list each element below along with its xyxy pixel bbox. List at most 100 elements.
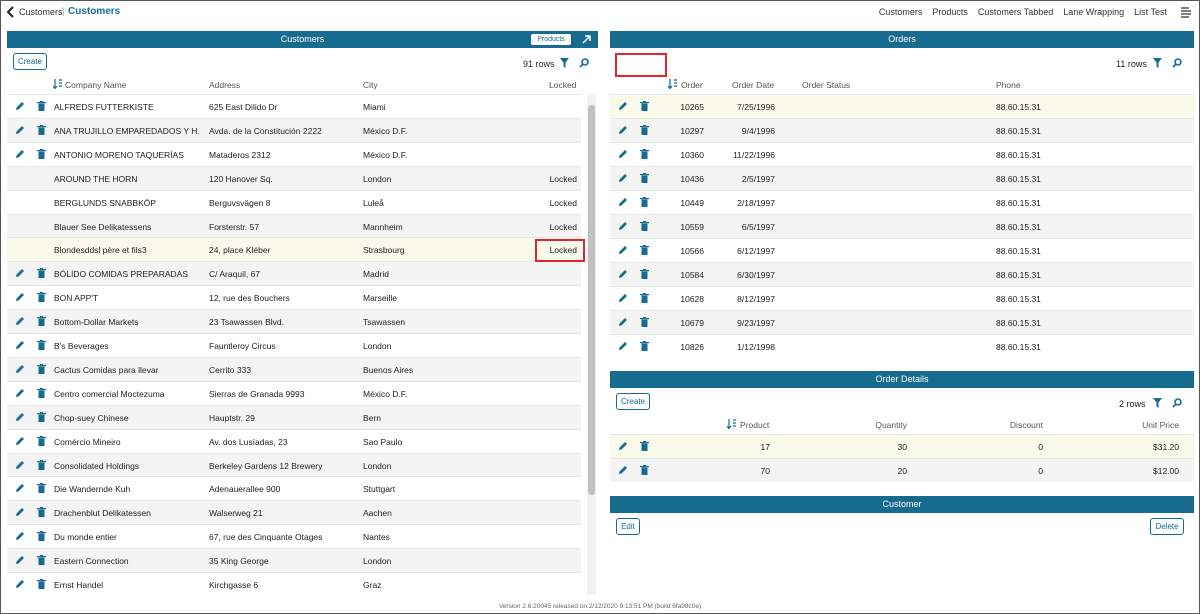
- edit-icon[interactable]: [618, 293, 628, 303]
- search-icon[interactable]: [1172, 58, 1182, 68]
- col-order-status[interactable]: Order Status: [802, 80, 851, 90]
- delete-icon[interactable]: [640, 101, 649, 111]
- search-icon[interactable]: [579, 58, 589, 68]
- edit-icon[interactable]: [15, 316, 25, 326]
- delete-icon[interactable]: [37, 435, 46, 446]
- nav-products[interactable]: Products: [932, 7, 968, 17]
- col-order[interactable]: Order: [681, 80, 703, 90]
- edit-icon[interactable]: [618, 317, 628, 327]
- delete-icon[interactable]: [640, 441, 649, 451]
- nav-lane-wrapping[interactable]: Lane Wrapping: [1063, 7, 1125, 17]
- delete-icon[interactable]: [640, 317, 649, 327]
- table-row[interactable]: 10628 8/12/1997 88.60.15.31: [610, 286, 1194, 310]
- col-locked[interactable]: Locked: [549, 80, 577, 90]
- delete-icon[interactable]: [37, 507, 46, 518]
- table-row[interactable]: BÓLIDO COMIDAS PREPARADAS C/ Araquil, 67 M…: [7, 261, 581, 286]
- delete-icon[interactable]: [640, 173, 649, 183]
- table-row[interactable]: Du monde entier 67, rue des Cinquante Ota…: [7, 524, 581, 548]
- col-discount[interactable]: Discount: [1009, 420, 1043, 430]
- table-row[interactable]: Ernst Handel Kirchgasse 6 Graz: [7, 572, 581, 596]
- delete-icon[interactable]: [37, 363, 46, 374]
- table-row[interactable]: Chop-suey Chinese Hauptstr. 29 Bern: [7, 404, 581, 429]
- search-icon[interactable]: [1172, 398, 1182, 408]
- table-row[interactable]: AROUND THE HORN 120 Hanover Sq. London Lock…: [7, 165, 581, 190]
- table-row[interactable]: 10566 6/12/1997 88.60.15.31: [610, 238, 1194, 262]
- delete-icon[interactable]: [640, 245, 649, 255]
- nav-customers-tabbed[interactable]: Customers Tabbed: [977, 7, 1054, 17]
- table-row[interactable]: Bottom-Dollar Markets 23 Tsawassen Blvd. T…: [7, 309, 581, 334]
- col-address[interactable]: Address: [209, 80, 241, 90]
- edit-icon[interactable]: [15, 149, 25, 159]
- edit-icon[interactable]: [618, 125, 628, 135]
- scrollbar[interactable]: [587, 95, 596, 595]
- table-row[interactable]: Drachenblut Delikatessen Walserweg 21 Aach…: [7, 500, 581, 525]
- edit-button[interactable]: Edit: [616, 518, 640, 535]
- popout-icon[interactable]: [581, 34, 592, 45]
- table-row[interactable]: ANTONIO MORENO TAQUERÍAS Mataderos 2312 Mé…: [7, 141, 581, 166]
- table-row[interactable]: 70 20 0 $12.00: [610, 458, 1194, 482]
- delete-icon[interactable]: [37, 387, 46, 398]
- breadcrumb-parent[interactable]: Customers: [19, 7, 63, 17]
- edit-icon[interactable]: [15, 412, 25, 422]
- edit-icon[interactable]: [618, 341, 628, 351]
- table-row[interactable]: BERGLUNDS SNABBKÖP Berguvsvägen 8 Luleå Loc…: [7, 189, 581, 214]
- table-row[interactable]: 10449 2/18/1997 88.60.15.31: [610, 190, 1194, 214]
- delete-icon[interactable]: [37, 531, 46, 542]
- scrollbar-thumb[interactable]: [588, 105, 595, 495]
- edit-icon[interactable]: [15, 531, 25, 541]
- edit-icon[interactable]: [15, 388, 25, 398]
- delete-button[interactable]: Delete: [1150, 518, 1184, 535]
- table-row[interactable]: Consolidated Holdings Berkeley Gardens 12…: [7, 452, 581, 477]
- table-row[interactable]: Die Wandernde Kuh Adenauerallee 900 Stuttg…: [7, 476, 581, 500]
- table-row[interactable]: 10265 7/25/1996 88.60.15.31: [610, 94, 1194, 118]
- edit-icon[interactable]: [618, 101, 628, 111]
- table-row[interactable]: 10679 9/23/1997 88.60.15.31: [610, 310, 1194, 334]
- delete-icon[interactable]: [37, 411, 46, 422]
- edit-icon[interactable]: [15, 460, 25, 470]
- delete-icon[interactable]: [37, 148, 46, 159]
- edit-icon[interactable]: [618, 269, 628, 279]
- table-row[interactable]: 10360 11/22/1996 88.60.15.31: [610, 142, 1194, 166]
- edit-icon[interactable]: [618, 245, 628, 255]
- edit-icon[interactable]: [15, 292, 25, 302]
- filter-icon[interactable]: [1153, 58, 1162, 68]
- delete-icon[interactable]: [37, 101, 46, 111]
- table-row[interactable]: 10297 9/4/1996 88.60.15.31: [610, 118, 1194, 142]
- col-quantity[interactable]: Quantity: [875, 420, 907, 430]
- edit-icon[interactable]: [618, 149, 628, 159]
- col-product[interactable]: Product: [740, 420, 770, 430]
- edit-icon[interactable]: [618, 221, 628, 231]
- create-order-detail-button[interactable]: Create: [616, 393, 650, 410]
- sort-icon[interactable]: [668, 79, 678, 89]
- menu-icon[interactable]: [1180, 6, 1192, 18]
- delete-icon[interactable]: [640, 269, 649, 279]
- products-button[interactable]: Products: [531, 34, 571, 45]
- nav-list-test[interactable]: List Test: [1134, 7, 1167, 17]
- delete-icon[interactable]: [640, 149, 649, 159]
- edit-icon[interactable]: [618, 197, 628, 207]
- edit-icon[interactable]: [618, 465, 628, 475]
- edit-icon[interactable]: [15, 579, 25, 589]
- delete-icon[interactable]: [640, 197, 649, 207]
- col-phone[interactable]: Phone: [996, 80, 1021, 90]
- delete-icon[interactable]: [37, 459, 46, 470]
- col-company-name[interactable]: Company Name: [65, 80, 127, 90]
- edit-icon[interactable]: [15, 555, 25, 565]
- delete-icon[interactable]: [37, 483, 46, 494]
- table-row[interactable]: Cactus Comidas para llevar Cerrito 333 Bue…: [7, 356, 581, 381]
- table-row[interactable]: 10826 1/12/1998 88.60.15.31: [610, 334, 1194, 358]
- table-row[interactable]: B's Beverages Fauntleroy Circus London: [7, 333, 581, 357]
- table-row[interactable]: 17 30 0 $31.20: [610, 434, 1194, 458]
- table-row[interactable]: ANA TRUJILLO EMPAREDADOS Y H... Avda. de …: [7, 117, 581, 142]
- delete-icon[interactable]: [37, 292, 46, 303]
- delete-icon[interactable]: [37, 124, 46, 135]
- delete-icon[interactable]: [37, 268, 46, 279]
- create-customer-button[interactable]: Create: [13, 53, 47, 70]
- delete-icon[interactable]: [37, 316, 46, 327]
- edit-icon[interactable]: [15, 436, 25, 446]
- chevron-left-icon[interactable]: [6, 6, 16, 18]
- nav-customers[interactable]: Customers: [878, 7, 923, 17]
- table-row[interactable]: 10584 6/30/1997 88.60.15.31: [610, 262, 1194, 286]
- col-unit-price[interactable]: Unit Price: [1142, 420, 1179, 430]
- table-row[interactable]: Comércio Mineiro Av. dos Lusíadas, 23 Sao …: [7, 428, 581, 453]
